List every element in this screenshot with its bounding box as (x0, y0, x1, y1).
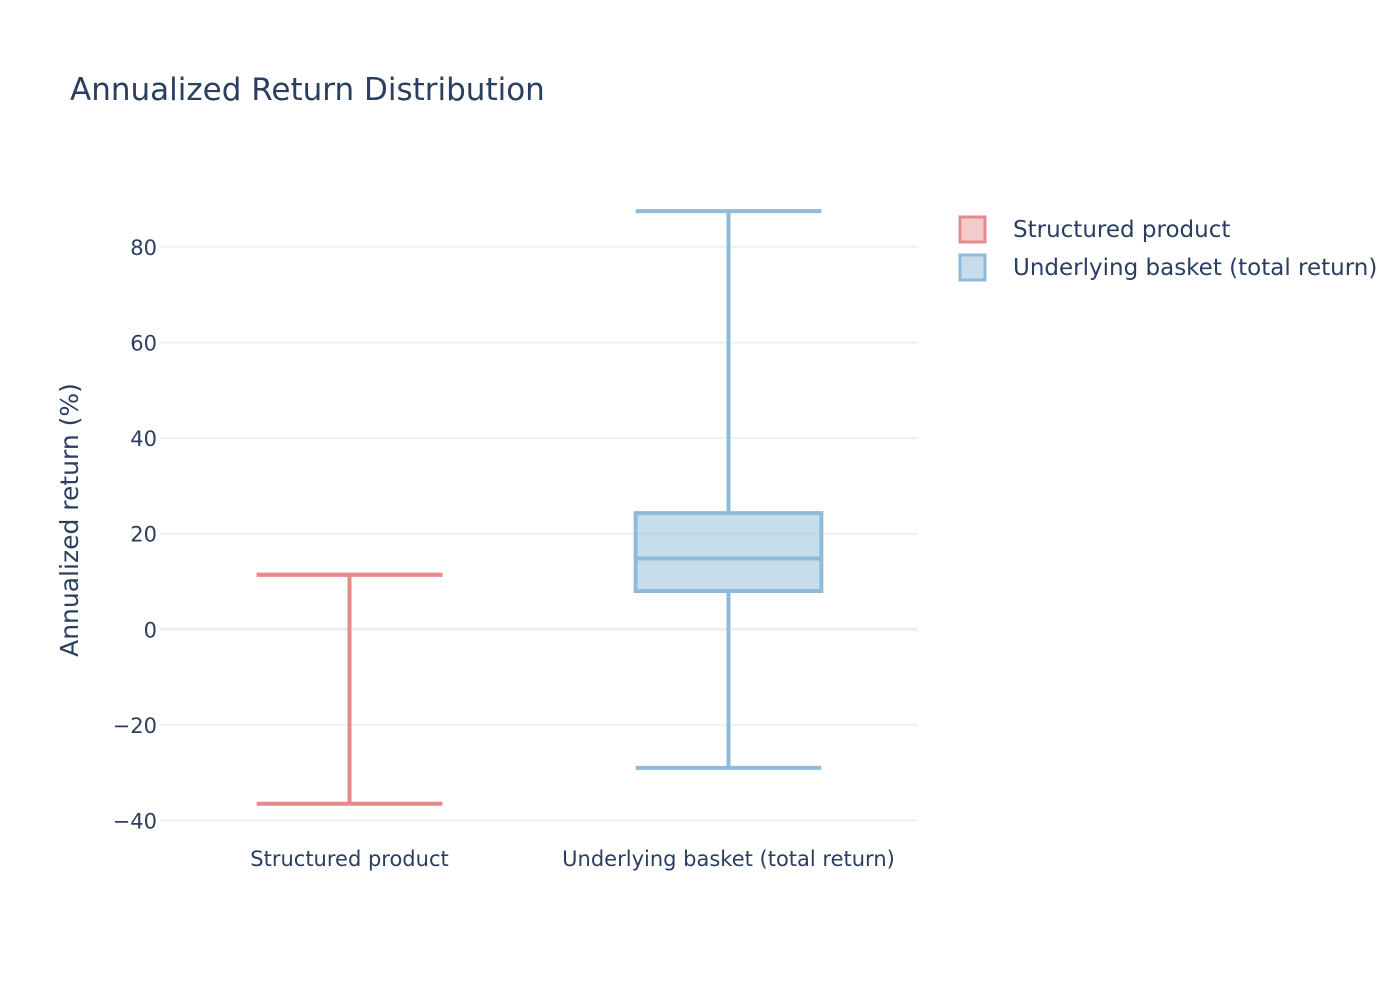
box-iqr (633, 511, 824, 594)
grid-layer (160, 245, 918, 822)
y-tick-labels: −40 −20 0 20 40 60 80 (113, 236, 157, 834)
legend[interactable]: Structured product Underlying basket (tot… (958, 215, 1377, 282)
box-series (633, 209, 824, 770)
box-layer (256, 209, 824, 806)
legend-item[interactable]: Underlying basket (total return) (958, 253, 1377, 282)
x-tick-labels: Structured product Underlying basket (tot… (250, 847, 895, 871)
legend-label: Underlying basket (total return) (1013, 255, 1377, 281)
y-tick-label: −20 (113, 714, 157, 738)
chart-title: Annualized Return Distribution (70, 72, 545, 108)
y-tick-label: 0 (144, 618, 157, 642)
x-tick-label: Structured product (250, 847, 448, 871)
box-series (256, 572, 443, 806)
y-tick-label: −40 (113, 809, 157, 833)
y-tick-label: 40 (130, 427, 157, 451)
x-tick-label: Underlying basket (total return) (562, 847, 895, 871)
legend-swatch (958, 215, 987, 244)
legend-label: Structured product (1013, 217, 1230, 243)
y-tick-label: 20 (130, 523, 157, 547)
y-axis-title: Annualized return (%) (55, 383, 84, 657)
y-tick-label: 60 (130, 332, 157, 356)
y-tick-label: 80 (130, 236, 157, 260)
legend-swatch (958, 253, 987, 282)
legend-item[interactable]: Structured product (958, 215, 1230, 244)
